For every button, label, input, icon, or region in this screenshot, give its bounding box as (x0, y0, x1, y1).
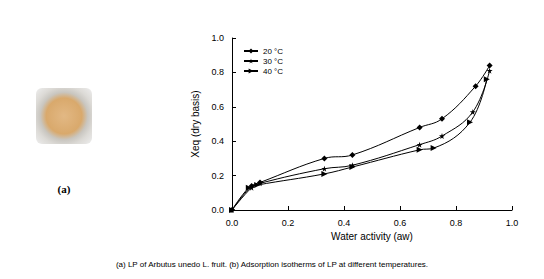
html-text:(a): (a) (57, 183, 71, 195)
svg-text:0.4: 0.4 (211, 136, 224, 146)
svg-text:0.6: 0.6 (394, 218, 407, 228)
svg-text:0.2: 0.2 (211, 171, 224, 181)
svg-text:0.4: 0.4 (338, 218, 351, 228)
svg-text:20 °C: 20 °C (263, 47, 283, 56)
svg-text:40 °C: 40 °C (263, 67, 283, 76)
svg-text:0.0: 0.0 (211, 205, 224, 215)
svg-text:0.8: 0.8 (450, 218, 463, 228)
svg-text:1.0: 1.0 (211, 33, 224, 43)
svg-text:0.6: 0.6 (211, 102, 224, 112)
svg-text:Water activity (aw): Water activity (aw) (331, 231, 413, 242)
svg-text:0.0: 0.0 (226, 218, 239, 228)
svg-text:Xeq (dry basis): Xeq (dry basis) (190, 90, 201, 157)
svg-text:1.0: 1.0 (506, 218, 519, 228)
svg-text:0.8: 0.8 (211, 67, 224, 77)
svg-text:30 °C: 30 °C (263, 57, 283, 66)
svg-text:0.2: 0.2 (282, 218, 295, 228)
html-text:(a) LP of Arbutus unedo L. fru: (a) LP of Arbutus unedo L. fruit. (b) Ad… (115, 260, 429, 269)
